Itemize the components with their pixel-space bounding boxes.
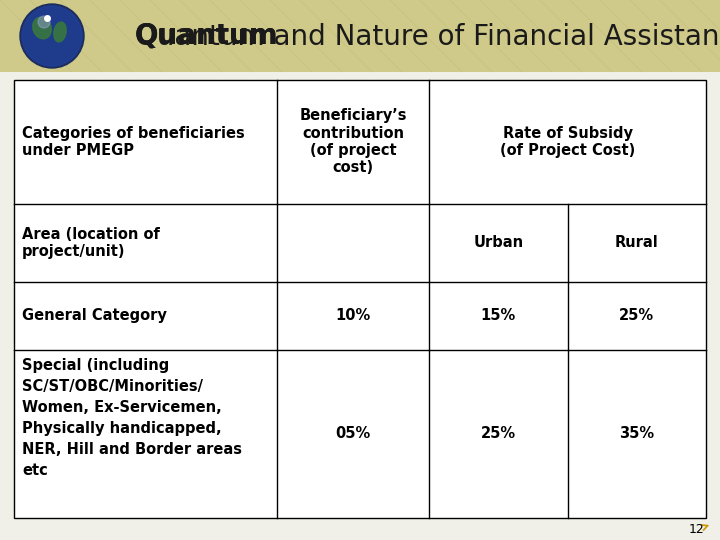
Text: Area (location of
project/unit): Area (location of project/unit)	[22, 227, 160, 259]
Text: 12: 12	[688, 523, 704, 536]
Text: Quantum: Quantum	[135, 22, 279, 50]
Bar	[0, 0, 720, 72]
Text: 35%: 35%	[619, 426, 654, 441]
Circle shape	[20, 4, 84, 68]
Text: Urban: Urban	[473, 235, 523, 251]
Text: Categories of beneficiaries
under PMEGP: Categories of beneficiaries under PMEGP	[22, 126, 245, 158]
Text: General Category: General Category	[22, 308, 167, 323]
Bar	[14, 80, 706, 518]
Text: Quantum: Quantum	[135, 22, 279, 50]
Text: 25%: 25%	[481, 426, 516, 441]
Circle shape	[22, 6, 82, 66]
Text: Rate of Subsidy
(of Project Cost): Rate of Subsidy (of Project Cost)	[500, 126, 635, 158]
Text: Rural: Rural	[615, 235, 659, 251]
Text: Quantum and Nature of Financial Assistance: Quantum and Nature of Financial Assistan…	[135, 22, 720, 50]
Text: 10%: 10%	[336, 308, 371, 323]
Text: Special (including
SC/ST/OBC/Minorities/
Women, Ex-Servicemen,
Physically handic: Special (including SC/ST/OBC/Minorities/…	[22, 357, 242, 477]
Text: Beneficiary’s
contribution
(of project
cost): Beneficiary’s contribution (of project c…	[300, 108, 407, 176]
Ellipse shape	[54, 22, 66, 42]
Text: 05%: 05%	[336, 426, 371, 441]
Ellipse shape	[32, 17, 51, 39]
Circle shape	[38, 16, 50, 28]
Text: 15%: 15%	[481, 308, 516, 323]
Text: 25%: 25%	[619, 308, 654, 323]
